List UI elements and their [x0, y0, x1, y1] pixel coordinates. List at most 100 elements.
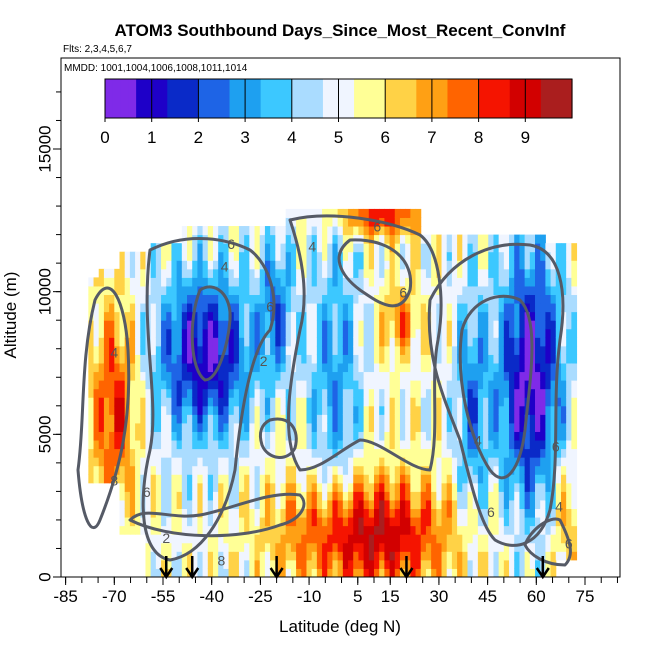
heatmap-cell: [93, 422, 100, 432]
heatmap-cell: [374, 405, 380, 415]
heatmap-cell: [379, 311, 385, 321]
heatmap-cell: [264, 234, 271, 244]
heatmap-cell: [88, 405, 95, 415]
colorbar-segment: [229, 79, 238, 118]
heatmap-cell: [451, 431, 458, 441]
heatmap-cell: [446, 440, 453, 450]
heatmap-cell: [322, 474, 328, 484]
heatmap-cell: [389, 508, 396, 518]
heatmap-cell: [316, 380, 323, 390]
heatmap-cell: [187, 517, 193, 527]
heatmap-cell: [187, 388, 193, 398]
heatmap-cell: [238, 542, 245, 552]
heatmap-cell: [171, 465, 178, 475]
heatmap-cell: [301, 431, 307, 441]
heatmap-cell: [296, 260, 302, 270]
heatmap-cell: [161, 328, 167, 338]
heatmap-cell: [135, 440, 141, 450]
heatmap-cell: [275, 380, 282, 390]
heatmap-cell: [571, 380, 578, 390]
heatmap-cell: [249, 525, 256, 535]
heatmap-cell: [498, 431, 505, 441]
heatmap-cell: [399, 345, 406, 355]
heatmap-cell: [509, 251, 515, 261]
heatmap-cell: [233, 354, 240, 364]
heatmap-cell: [550, 534, 557, 544]
colorbar-segment: [354, 79, 363, 118]
heatmap-cell: [389, 354, 396, 364]
heatmap-cell: [187, 448, 193, 458]
heatmap-cell: [436, 397, 443, 407]
heatmap-cell: [472, 405, 479, 415]
heatmap-cell: [441, 542, 448, 552]
heatmap-cell: [228, 405, 235, 415]
heatmap-cell: [566, 499, 572, 510]
heatmap-cell: [358, 380, 365, 390]
heatmap-cell: [212, 371, 219, 381]
heatmap-cell: [379, 405, 385, 415]
heatmap-cell: [457, 517, 463, 527]
colorbar-segment: [206, 79, 215, 118]
heatmap-cell: [503, 457, 510, 467]
heatmap-cell: [259, 320, 266, 330]
heatmap-cell: [431, 328, 437, 338]
heatmap-cell: [446, 311, 453, 321]
heatmap-cell: [88, 388, 95, 398]
heatmap-cell: [322, 311, 328, 321]
heatmap-cell: [140, 311, 146, 321]
heatmap-cell: [228, 457, 235, 467]
heatmap-cell: [244, 568, 250, 577]
heatmap-cell: [332, 474, 339, 484]
heatmap-cell: [457, 551, 463, 561]
heatmap-cell: [410, 542, 417, 552]
heatmap-cell: [119, 457, 126, 467]
heatmap-cell: [119, 508, 126, 518]
heatmap-cell: [296, 388, 302, 398]
heatmap-cell: [457, 294, 463, 304]
heatmap-cell: [555, 422, 562, 432]
heatmap-cell: [166, 542, 172, 552]
heatmap-cell: [342, 251, 349, 261]
heatmap-cell: [555, 328, 562, 338]
heatmap-cell: [306, 277, 313, 287]
heatmap-cell: [145, 559, 152, 569]
heatmap-cell: [119, 328, 126, 338]
heatmap-cell: [322, 397, 328, 407]
heatmap-cell: [202, 303, 209, 313]
heatmap-cell: [420, 397, 427, 407]
heatmap-cell: [218, 457, 224, 467]
colorbar-segment: [463, 79, 472, 118]
heatmap-cell: [467, 568, 474, 577]
heatmap-cell: [327, 234, 333, 244]
heatmap-cell: [249, 517, 256, 527]
heatmap-cell: [212, 465, 219, 475]
heatmap-cell: [212, 311, 219, 321]
heatmap-cell: [358, 405, 365, 415]
heatmap-cell: [285, 345, 292, 355]
heatmap-cell: [238, 285, 245, 296]
heatmap-cell: [254, 559, 261, 569]
heatmap-cell: [337, 405, 344, 415]
colorbar-segment: [501, 79, 511, 118]
heatmap-cell: [327, 414, 333, 424]
heatmap-cell: [135, 482, 141, 492]
heatmap-cell: [161, 551, 167, 561]
heatmap-cell: [493, 277, 500, 287]
heatmap-cell: [129, 388, 136, 398]
heatmap-cell: [503, 482, 510, 492]
heatmap-cell: [363, 337, 370, 347]
heatmap-cell: [233, 525, 240, 535]
heatmap-cell: [545, 285, 552, 296]
heatmap-cell: [150, 465, 157, 475]
heatmap-cell: [129, 320, 136, 330]
heatmap-cell: [555, 525, 562, 535]
heatmap-cell: [109, 337, 115, 347]
heatmap-cell: [399, 285, 406, 296]
heatmap-cell: [109, 465, 115, 475]
heatmap-cell: [223, 243, 230, 253]
heatmap-cell: [472, 260, 479, 270]
colorbar-segment: [447, 79, 456, 118]
heatmap-cell: [322, 251, 328, 261]
heatmap-cell: [145, 525, 152, 535]
heatmap-cell: [384, 491, 391, 501]
